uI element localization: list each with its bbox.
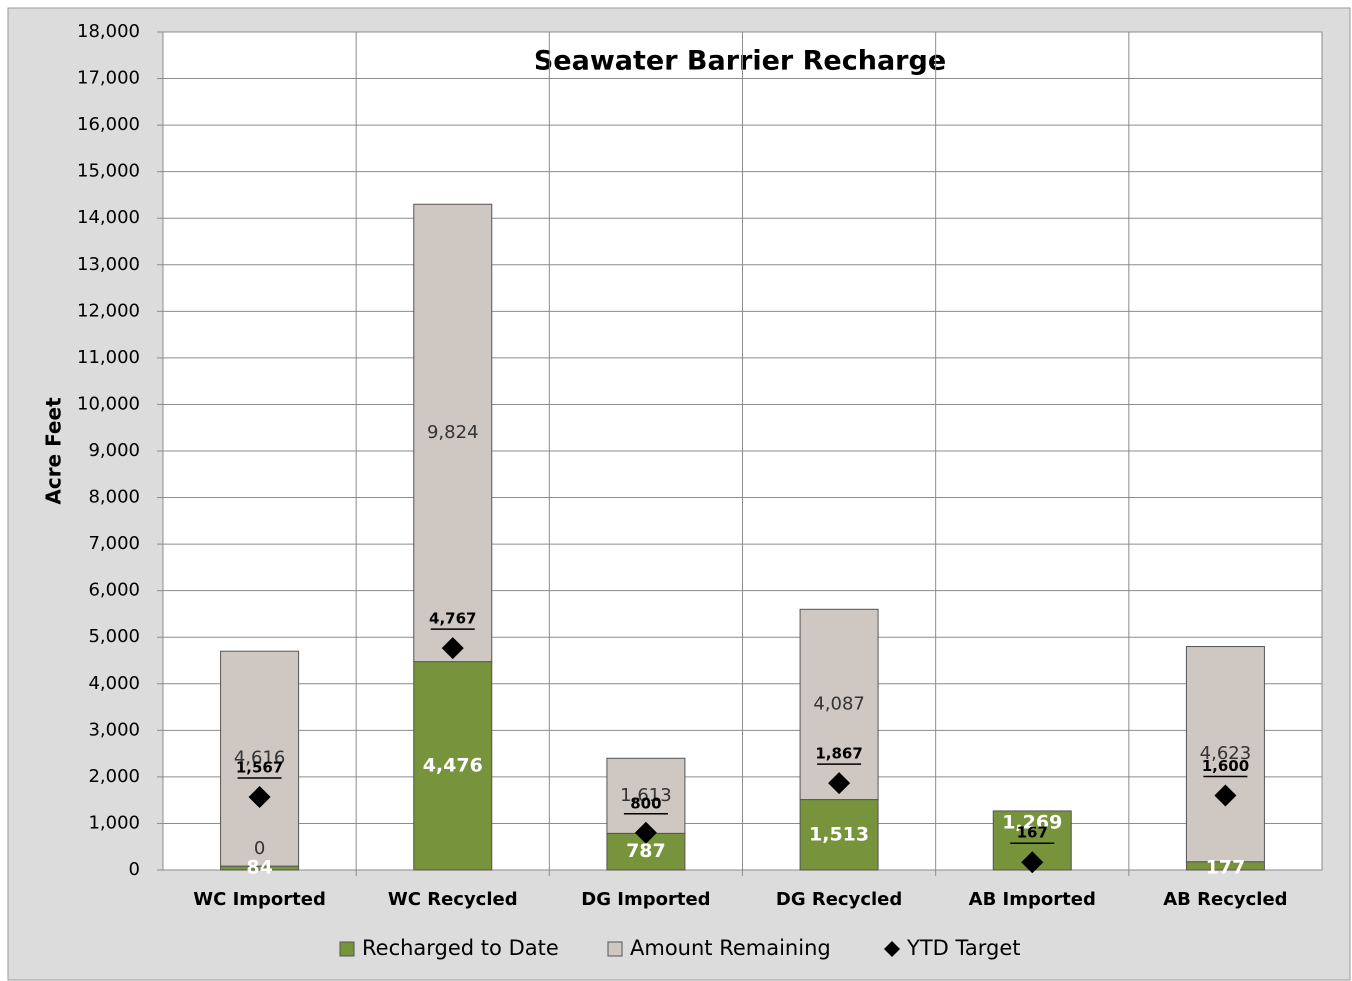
target-marker [634,821,657,844]
target-label: 800 [630,794,661,812]
bar-segment [606,757,686,834]
y-tick-label: 6,000 [88,580,140,601]
target-marker [1214,784,1237,807]
target-label: 1,600 [1202,757,1249,775]
target-marker [248,786,271,809]
data-label: 4,476 [423,754,483,776]
target-label: 1,567 [236,759,283,777]
y-tick-label: 16,000 [77,114,140,135]
legend-swatch [339,941,355,957]
y-tick-label: 10,000 [77,393,140,414]
target-marker [1021,851,1044,874]
data-label: 1,513 [809,823,869,845]
y-tick-label: 18,000 [77,21,140,42]
y-tick-label: 15,000 [77,161,140,182]
x-tick-label: AB Imported [969,889,1096,910]
data-label: 177 [1206,857,1246,879]
y-tick-label: 12,000 [77,300,140,321]
target-marker [441,637,464,660]
data-label: 4,087 [813,693,865,714]
x-tick-label: AB Recycled [1163,889,1287,910]
y-tick-label: 1,000 [88,812,140,833]
x-tick-label: WC Imported [193,889,326,910]
bar-segment [413,661,493,871]
bar-segment [413,203,493,663]
bar-segment [799,799,879,871]
legend-label: Amount Remaining [630,936,831,960]
legend-swatch [884,941,900,957]
chart-title: Seawater Barrier Recharge [534,46,946,77]
data-label: 1,269 [1002,811,1062,833]
y-tick-label: 0 [129,859,140,880]
legend-swatch [607,941,623,957]
y-tick-label: 4,000 [88,673,140,694]
y-tick-label: 5,000 [88,626,140,647]
x-tick-label: DG Imported [581,889,710,910]
data-label: 84 [246,857,272,879]
bar-segment [220,650,300,867]
bar-segment [799,608,879,801]
y-tick-label: 13,000 [77,254,140,275]
y-tick-label: 3,000 [88,719,140,740]
data-label: 4,623 [1200,743,1252,764]
target-label: 167 [1017,824,1048,842]
target-label: 4,767 [429,610,476,628]
legend-label: YTD Target [906,936,1020,960]
y-axis-label: Acre Feet [42,397,66,505]
annotation: 0 [254,838,265,859]
x-tick-label: DG Recycled [776,889,902,910]
y-tick-label: 7,000 [88,533,140,554]
y-tick-label: 17,000 [77,68,140,89]
data-label: 1,613 [620,785,672,806]
x-tick-label: WC Recycled [388,889,518,910]
target-label: 1,867 [815,745,862,763]
y-tick-label: 14,000 [77,207,140,228]
y-tick-label: 8,000 [88,487,140,508]
y-tick-label: 11,000 [77,347,140,368]
data-label: 9,824 [427,422,479,443]
bar-segment [1185,646,1265,863]
data-label: 4,616 [234,748,286,769]
legend-label: Recharged to Date [362,936,559,960]
y-tick-label: 2,000 [88,766,140,787]
data-label: 787 [626,840,666,862]
y-tick-label: 9,000 [88,440,140,461]
target-marker [828,772,851,795]
